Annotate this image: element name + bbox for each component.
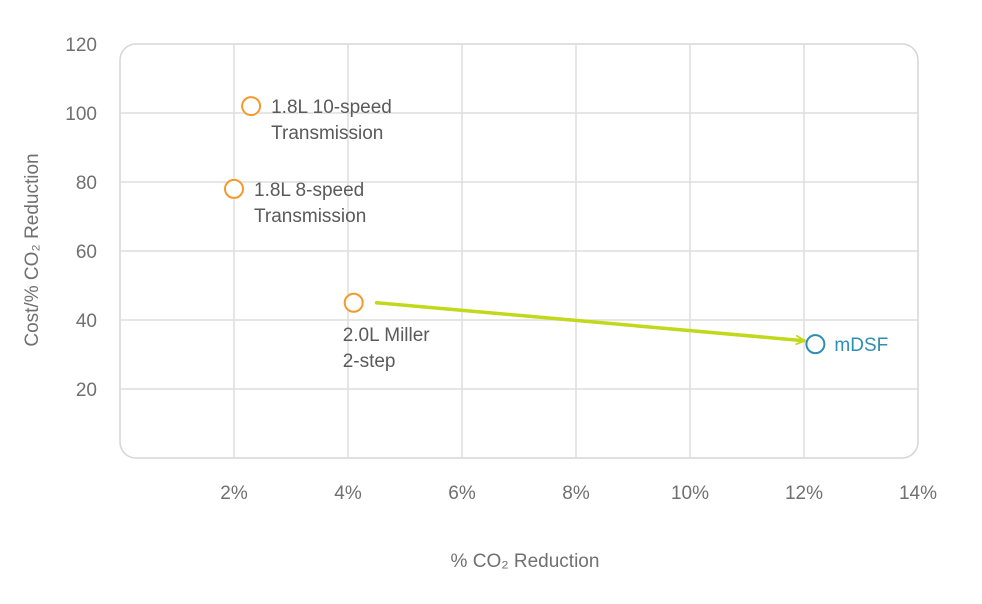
- y-tick-label: 100: [65, 104, 97, 125]
- data-point-label: 1.8L 8-speed Transmission: [254, 180, 366, 227]
- x-tick-label: 6%: [448, 483, 476, 504]
- x-axis-title: % CO₂ Reduction: [451, 551, 600, 572]
- data-point-label: mDSF: [834, 335, 888, 356]
- x-tick-label: 12%: [785, 483, 823, 504]
- y-tick-label: 40: [76, 311, 97, 332]
- tick-layer: 2% 4% 6% 8% 10% 12% 14% 20 40 60 80 100 120: [65, 35, 937, 504]
- y-tick-label: 80: [76, 173, 97, 194]
- y-tick-label: 20: [76, 380, 97, 401]
- data-point: [805, 334, 826, 355]
- data-point: [241, 96, 262, 117]
- point-layer: 1.8L 10-speed Transmission 1.8L 8-speed Tra…: [224, 96, 888, 372]
- x-tick-label: 10%: [671, 483, 709, 504]
- x-tick-label: 8%: [562, 483, 590, 504]
- y-axis-title: Cost/% CO₂ Reduction: [22, 153, 43, 346]
- x-tick-label: 2%: [220, 483, 248, 504]
- x-tick-label: 14%: [899, 483, 937, 504]
- data-point-label: 2.0L Miller 2-step: [343, 325, 431, 372]
- data-point: [343, 292, 364, 313]
- x-tick-label: 4%: [334, 483, 362, 504]
- trend-arrow: [374, 301, 806, 341]
- y-tick-label: 120: [65, 35, 97, 56]
- y-tick-label: 60: [76, 242, 97, 263]
- data-point-label: 1.8L 10-speed Transmission: [271, 97, 392, 144]
- arrow-layer: [374, 301, 806, 341]
- grid-layer: [120, 44, 918, 458]
- data-point: [224, 178, 244, 199]
